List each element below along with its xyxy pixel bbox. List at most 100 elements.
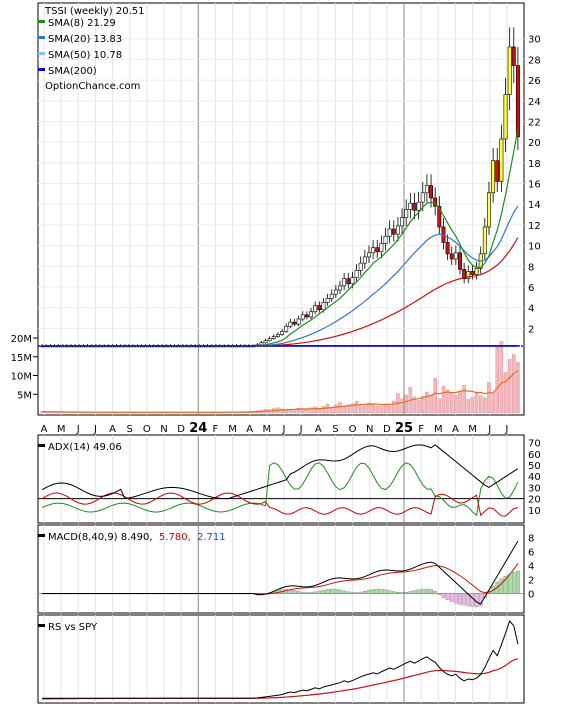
volume-bar (338, 402, 342, 414)
volume-bar (437, 398, 442, 414)
candle-up (354, 270, 359, 278)
volume-average-line (42, 370, 519, 413)
candle-up (321, 302, 326, 310)
candle-up (503, 94, 508, 140)
candle-up (507, 46, 512, 95)
x-tick-label: J (299, 424, 303, 435)
macd-histogram-bar (396, 592, 400, 594)
price-panel-frame (37, 2, 525, 416)
candle-up (420, 192, 425, 203)
volume-bar (375, 406, 380, 414)
candle-up (338, 285, 342, 291)
adx-line (41, 444, 519, 500)
macd-histogram-bar (334, 589, 338, 594)
macd-histogram-bar (466, 593, 471, 607)
macd-histogram-bar (516, 570, 520, 594)
volume-bar (363, 403, 367, 414)
candle-up (296, 318, 301, 325)
volume-bar (383, 404, 388, 414)
x-tick-label: O (349, 424, 357, 435)
x-tick-label: M (57, 424, 66, 435)
volume-bar (329, 406, 334, 414)
candle-up (416, 201, 421, 211)
volume-bar (367, 402, 371, 414)
candle-up (474, 268, 479, 275)
candle-down (458, 252, 462, 270)
y-tick-label: 30 (528, 35, 541, 46)
candle-up (329, 293, 334, 299)
volume-bar (462, 385, 466, 414)
macd-histogram-bar (292, 590, 297, 594)
candle-down (375, 247, 380, 253)
x-tick-label: O (143, 424, 151, 435)
volume-bars (40, 341, 520, 414)
y-tick-label: 14 (528, 200, 541, 211)
candle-up (404, 209, 409, 218)
macd-histogram-bar (416, 589, 421, 594)
volume-bar (321, 406, 326, 414)
candle-up (487, 192, 491, 228)
volume-bar (478, 395, 483, 414)
x-tick-label: J (93, 424, 97, 435)
adx-swatch (38, 444, 45, 447)
price-legend: TSSI (weekly) 20.51 SMA(8) 21.29 SMA(20)… (38, 6, 145, 92)
candle-down (437, 205, 442, 228)
candle-up (280, 331, 285, 335)
volume-bar (499, 341, 504, 414)
sma8-line (42, 128, 519, 347)
x-tick-label: D (383, 424, 391, 435)
candle-up (300, 314, 305, 320)
volume-bar (507, 359, 512, 414)
macd-histogram-bar (391, 591, 396, 594)
macd-signal-value: 5.780, (159, 532, 191, 543)
macd-histogram-bar (470, 593, 475, 607)
macd-histogram-bar (478, 593, 483, 607)
volume-tick-label: 20M (11, 334, 32, 345)
volume-bar (354, 401, 359, 414)
candle-down (429, 185, 433, 199)
axis-labels: A M J J A S O N D 24 F M A M J J A S O N D 25 F M A M J J2468101214… (11, 35, 541, 601)
x-tick-label: N (160, 424, 167, 435)
rs-lines (42, 620, 519, 700)
macd-histogram-bar (296, 591, 301, 594)
macd-histogram-bar (358, 591, 363, 594)
candle-down (495, 160, 500, 182)
candle-down (515, 65, 520, 138)
volume-bar (420, 395, 425, 414)
volume-bar (449, 392, 454, 414)
macd-histogram-bar (367, 590, 371, 594)
volume-bar (445, 389, 450, 414)
volume-tick-label: 10M (11, 372, 32, 383)
candle-down (449, 253, 454, 260)
candle-down (462, 269, 467, 279)
volume-bar (305, 409, 309, 414)
candle-down (511, 46, 516, 66)
legend-sma200: SMA(200) (48, 66, 97, 77)
legend-sma8: SMA(8) 21.29 (48, 18, 116, 29)
adx-tick-label: 20 (528, 495, 541, 506)
macd-histogram-bar (329, 588, 334, 594)
volume-bar (346, 404, 351, 414)
legend-sma50: SMA(50) 10.78 (48, 50, 122, 61)
macd-histogram-bar (462, 593, 466, 606)
candle-up (263, 340, 268, 344)
candle-up (325, 298, 330, 303)
rs-line (42, 620, 519, 699)
volume-bar (350, 403, 355, 414)
y-tick-label: 22 (528, 117, 541, 128)
y-tick-label: 10 (528, 242, 541, 253)
candle-up (333, 289, 338, 295)
legend-swatch-sma200 (38, 68, 45, 71)
legend-sma20: SMA(20) 13.83 (48, 34, 122, 45)
volume-bar (280, 408, 284, 414)
adx-tick-label: 60 (528, 450, 541, 461)
candle-up (499, 138, 504, 182)
volume-bar (516, 362, 520, 414)
volume-bar (296, 407, 301, 414)
macd-histogram-bar (350, 592, 355, 594)
volume-bar (392, 400, 396, 414)
candle-up (362, 256, 367, 264)
macd-histogram-bar (300, 592, 305, 594)
x-tick-label: J (504, 424, 508, 435)
